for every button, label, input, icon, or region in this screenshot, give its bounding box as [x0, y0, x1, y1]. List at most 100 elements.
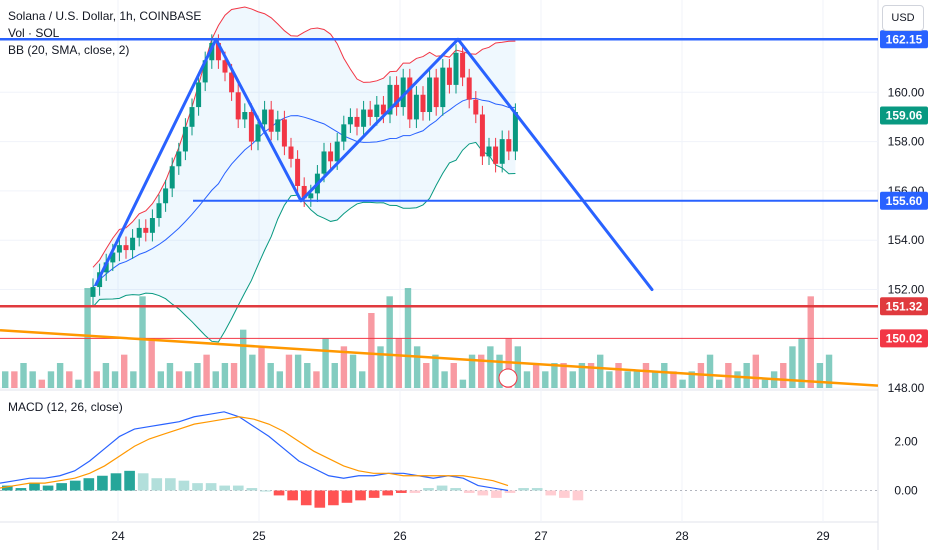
macd-histogram-bar	[232, 485, 244, 491]
volume-bar	[111, 371, 119, 388]
candle-body	[374, 104, 380, 117]
macd-histogram-bar	[287, 490, 298, 501]
volume-bar	[294, 354, 302, 388]
volume-bar	[606, 371, 613, 388]
macd-histogram-bar	[273, 490, 285, 496]
candle-body	[281, 119, 287, 147]
volume-bar	[688, 371, 695, 388]
volume-bar	[633, 371, 641, 388]
candle-body	[420, 94, 426, 113]
symbol-legend[interactable]: Solana / U.S. Dollar, 1h, COINBASE	[8, 9, 202, 23]
candle-body	[202, 60, 208, 83]
macd-histogram-bar	[450, 488, 461, 491]
macd-histogram-bar	[2, 485, 13, 491]
volume-bar	[661, 363, 668, 388]
price-axis-tag-label: 151.32	[886, 299, 923, 313]
volume-bar	[267, 363, 274, 388]
candle-body	[242, 112, 248, 120]
volume-bar	[597, 354, 604, 388]
macd-legend[interactable]: MACD (12, 26, close)	[8, 400, 123, 414]
volume-bar	[285, 354, 293, 388]
price-tick-label: 154.00	[888, 233, 925, 247]
volume-bar	[423, 363, 430, 388]
volume-bar	[523, 371, 531, 388]
volume-bar	[615, 363, 622, 388]
volume-bar	[532, 363, 540, 388]
volume-bar	[780, 363, 787, 388]
time-tick-label: 29	[816, 529, 830, 543]
macd-histogram-bar	[137, 473, 149, 491]
macd-histogram-bar	[491, 490, 502, 498]
volume-bar	[331, 363, 338, 388]
macd-histogram-bar	[518, 488, 529, 491]
volume-bar	[175, 371, 183, 388]
macd-histogram-bar	[15, 488, 27, 491]
volume-bar	[221, 363, 229, 388]
candle-body	[295, 158, 301, 186]
macd-histogram-bar	[328, 490, 339, 506]
candle-body	[493, 146, 499, 164]
candle-body	[116, 245, 122, 253]
currency-button[interactable]: USD	[882, 5, 924, 31]
volume-bar	[807, 296, 814, 388]
macd-histogram-bar	[300, 490, 312, 506]
candle-body	[229, 72, 235, 93]
bollinger-legend[interactable]: BB (20, SMA, close, 2)	[8, 43, 130, 57]
price-axis-tag-label: 150.02	[886, 331, 923, 345]
bollinger-upper-line	[92, 6, 516, 268]
volume-bar	[478, 354, 485, 388]
candle-body	[473, 99, 479, 115]
candle-body	[407, 77, 413, 120]
candle-body	[427, 77, 433, 113]
macd-histogram-bar	[124, 470, 135, 491]
price-axis-tag	[880, 297, 928, 316]
candle-body	[123, 245, 129, 251]
volume-bar	[148, 338, 155, 388]
candle-body	[176, 151, 182, 167]
candle-body	[156, 203, 162, 219]
macd-histogram-bar	[151, 478, 163, 491]
alert-icon	[498, 368, 518, 388]
volume-bar	[761, 379, 769, 388]
double-top-pattern	[94, 37, 654, 292]
candle-body	[262, 109, 268, 125]
macd-histogram-bar	[368, 490, 380, 498]
volume-bar	[395, 338, 403, 388]
bollinger-band-fill	[93, 7, 516, 342]
volume-bar	[359, 371, 366, 388]
volume-bar	[624, 371, 631, 388]
volume-bar	[20, 363, 27, 388]
candle-body	[466, 77, 472, 100]
time-tick-label: 26	[393, 529, 407, 543]
volume-bar	[542, 371, 549, 388]
volume-bar	[38, 379, 46, 388]
macd-histogram-bar	[572, 490, 584, 501]
price-axis-tag-label: 159.06	[886, 108, 923, 122]
volume-bar	[313, 371, 320, 388]
price-axis-tag	[880, 191, 928, 210]
volume-bar	[322, 338, 329, 388]
volume-bar	[496, 354, 503, 388]
macd-histogram-bar	[165, 478, 176, 491]
candle-body	[453, 52, 459, 85]
candle-body	[486, 146, 492, 157]
price-tick-label: 148.00	[888, 381, 925, 395]
macd-histogram-bar	[436, 485, 448, 491]
volume-bar	[459, 379, 467, 388]
volume-bar	[441, 371, 448, 388]
macd-histogram-bar	[83, 478, 95, 491]
candle-body	[209, 42, 215, 61]
candle-body	[512, 112, 518, 152]
candle-body	[387, 84, 393, 115]
volume-bar	[2, 371, 9, 388]
price-tick-label: 158.00	[888, 135, 925, 149]
volume-bar	[166, 363, 174, 388]
macd-histogram-bar	[42, 485, 54, 491]
candle-body	[222, 60, 228, 73]
volume-bar	[47, 371, 55, 388]
volume-legend[interactable]: Vol · SOL	[8, 26, 60, 40]
candle-body	[433, 77, 439, 108]
volume-bar	[258, 346, 265, 388]
